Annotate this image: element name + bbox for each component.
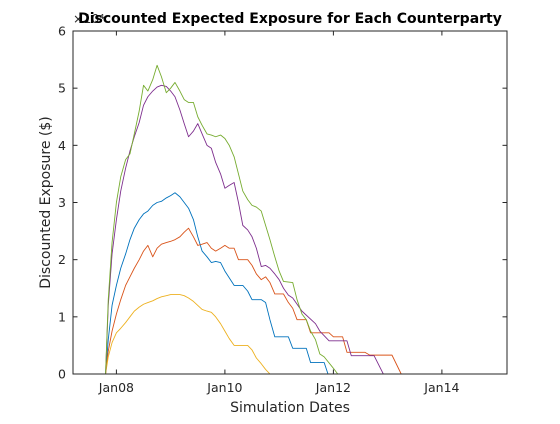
series-line-3: [105, 294, 271, 375]
y-tick-label: 2: [58, 252, 66, 267]
y-axis-label: Discounted Exposure ($): [38, 116, 54, 289]
y-exponent-label: ×10⁴: [73, 11, 104, 26]
x-tick-label: Jan10: [206, 380, 242, 395]
x-tick-label: Jan14: [423, 380, 459, 395]
x-tick-label: Jan08: [98, 380, 134, 395]
series-line-1: [105, 192, 329, 375]
y-tick-label: 5: [58, 81, 66, 96]
x-tick-label: Jan12: [315, 380, 351, 395]
plot-area: [73, 31, 507, 374]
y-tick-label: 4: [58, 138, 66, 153]
series-layer: [105, 64, 402, 375]
chart-title: Discounted Expected Exposure for Each Co…: [78, 11, 502, 27]
series-line-4: [105, 84, 384, 375]
x-axis-label: Simulation Dates: [230, 400, 350, 416]
y-tick-label: 1: [58, 309, 66, 324]
y-tick-label: 0: [58, 367, 66, 382]
y-tick-label: 6: [58, 24, 66, 39]
y-tick-label: 3: [58, 195, 66, 210]
series-line-5: [105, 64, 339, 375]
tick-layer: Jan08 Jan10 Jan12 Jan14 0 1 2 3 4 5 6: [58, 24, 507, 395]
